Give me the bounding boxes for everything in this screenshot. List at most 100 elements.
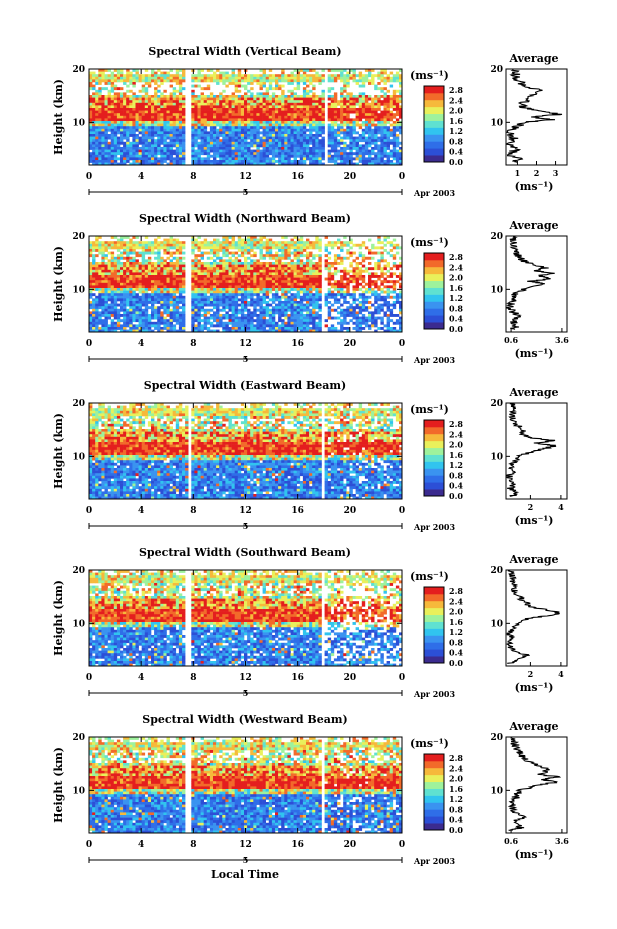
date-label: Apr 2003 (413, 689, 456, 699)
colorbar-tick-label: 2.4 (449, 763, 463, 773)
colorbar-tick-label: 0.8 (449, 303, 463, 313)
y-axis-label: Height (km) (52, 580, 65, 656)
panel-3: Spectral Width (Eastward Beam)1020Height… (52, 379, 568, 532)
colorbar-unit: (ms⁻¹) (410, 403, 449, 416)
y-axis-label: Height (km) (52, 246, 65, 322)
panel-title: Spectral Width (Eastward Beam) (144, 379, 346, 392)
x-tick-label: 4 (138, 339, 144, 349)
y-tick-label: 10 (72, 118, 85, 128)
colorbar-tick-label: 2.8 (449, 586, 463, 596)
colorbar-tick-label: 0.4 (449, 147, 463, 157)
panel-2: Spectral Width (Northward Beam) 10 20 Heigh… (52, 212, 569, 365)
y-tick-label: 20 (72, 65, 85, 75)
average-y-tick-label: 20 (490, 733, 503, 743)
date-label: Apr 2003 (413, 522, 456, 532)
colorbar-tick-label: 1.2 (449, 627, 463, 637)
average-y-tick-label: 10 (490, 118, 503, 128)
x-tick-label: 12 (239, 673, 252, 683)
spectral-width-heatmap (89, 236, 403, 333)
date-tick-label: 5 (243, 354, 249, 364)
average-x-tick-label: 3 (553, 168, 559, 178)
x-tick-label: 20 (344, 840, 357, 850)
x-tick-label: 8 (190, 339, 196, 349)
x-tick-label: 16 (291, 339, 304, 349)
colorbar (423, 753, 445, 831)
x-tick-label: 16 (291, 840, 304, 850)
date-tick-label: 5 (243, 688, 249, 698)
average-unit: (ms⁻¹) (515, 848, 554, 861)
date-tick-label: 5 (243, 187, 249, 197)
x-tick-label: 0 (399, 506, 405, 516)
x-tick-label: 4 (138, 172, 144, 182)
date-label: Apr 2003 (413, 188, 456, 198)
x-tick-label: 16 (291, 172, 304, 182)
average-x-tick-label: 0.6 (504, 335, 518, 345)
x-tick-label: 12 (239, 172, 252, 182)
x-tick-label: 0 (86, 840, 92, 850)
colorbar-tick-label: 2.8 (449, 753, 463, 763)
average-y-tick-label: 20 (490, 566, 503, 576)
colorbar-tick-label: 0.0 (449, 491, 463, 501)
panel-title: Spectral Width (Vertical Beam) (148, 45, 341, 58)
colorbar-tick-label: 1.2 (449, 460, 463, 470)
x-tick-label: 4 (138, 840, 144, 850)
panel-title: Spectral Width (Southward Beam) (139, 546, 351, 559)
average-x-tick-label: 2 (528, 669, 534, 679)
average-x-tick-label: 2 (528, 502, 534, 512)
spectral-width-heatmap (89, 69, 403, 166)
colorbar-tick-label: 0.8 (449, 470, 463, 480)
y-tick-label: 10 (72, 786, 85, 796)
average-title: Average (508, 553, 558, 566)
colorbar-tick-label: 0.4 (449, 648, 463, 658)
x-tick-label: 0 (399, 339, 405, 349)
colorbar-tick-label: 1.2 (449, 794, 463, 804)
panel-title: Spectral Width (Westward Beam) (142, 713, 347, 726)
colorbar-tick-label: 1.2 (449, 126, 463, 136)
colorbar-tick-label: 0.0 (449, 825, 463, 835)
x-tick-label: 12 (239, 840, 252, 850)
y-tick-label: 20 (72, 232, 85, 242)
y-axis-label: Height (km) (52, 79, 65, 155)
panel-title: Spectral Width (Northward Beam) (139, 212, 351, 225)
average-profile-panel: Average 10 20 0.6 3.6(ms⁻¹) (490, 219, 569, 360)
average-x-tick-label: 4 (558, 502, 564, 512)
date-label: Apr 2003 (413, 355, 456, 365)
x-tick-label: 8 (190, 506, 196, 516)
x-tick-label: 12 (239, 506, 252, 516)
colorbar-tick-label: 2.4 (449, 262, 463, 272)
colorbar-unit: (ms⁻¹) (410, 236, 449, 249)
average-profile-line (505, 69, 563, 163)
colorbar-tick-label: 0.8 (449, 136, 463, 146)
colorbar-tick-label: 2.0 (449, 774, 463, 784)
average-y-tick-label: 10 (490, 452, 503, 462)
y-tick-label: 10 (72, 452, 85, 462)
colorbar-tick-label: 0.0 (449, 658, 463, 668)
average-y-tick-label: 20 (490, 232, 503, 242)
spectral-width-heatmap (89, 570, 403, 667)
x-tick-label: 12 (239, 339, 252, 349)
colorbar-tick-label: 1.2 (449, 293, 463, 303)
colorbar-tick-label: 0.4 (449, 314, 463, 324)
y-tick-label: 10 (72, 619, 85, 629)
average-y-tick-label: 20 (490, 399, 503, 409)
colorbar-tick-label: 2.8 (449, 85, 463, 95)
colorbar-tick-label: 0.8 (449, 804, 463, 814)
x-tick-label: 20 (344, 673, 357, 683)
x-axis-label: Local Time (211, 868, 279, 881)
y-axis-label: Height (km) (52, 747, 65, 823)
colorbar-tick-label: 1.6 (449, 784, 463, 794)
average-title: Average (508, 386, 558, 399)
colorbar-tick-label: 1.6 (449, 450, 463, 460)
average-profile-panel: Average 10 20 2 4 (ms⁻¹) (490, 386, 568, 527)
x-tick-label: 4 (138, 506, 144, 516)
colorbar-tick-label: 1.6 (449, 283, 463, 293)
x-tick-label: 20 (344, 339, 357, 349)
average-profile-panel: Average 10 20 0.6 3.6(ms⁻¹) (490, 720, 569, 861)
y-tick-label: 20 (72, 566, 85, 576)
average-x-tick-label: 3.6 (555, 836, 569, 846)
colorbar-tick-label: 2.4 (449, 95, 463, 105)
x-tick-label: 0 (399, 840, 405, 850)
average-profile-line (506, 236, 555, 330)
y-tick-label: 20 (72, 733, 85, 743)
